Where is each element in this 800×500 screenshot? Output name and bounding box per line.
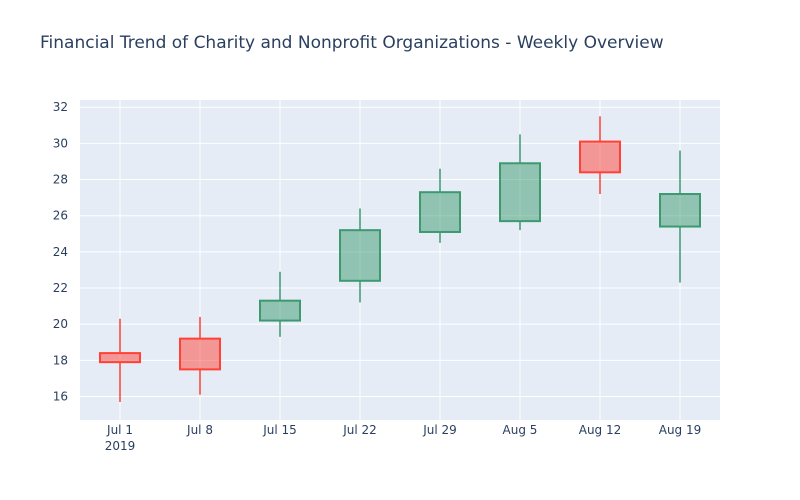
y-tick-label: 20 [53,317,68,331]
x-tick-label: Aug 19 [659,423,702,437]
plot-area [80,100,720,420]
x-tick-label: Aug 12 [579,423,622,437]
candle-decreasing [579,116,621,195]
candle-increasing [259,271,301,337]
x-year-label: 2019 [105,439,136,453]
y-tick-label: 26 [53,209,68,223]
candle-body [659,193,701,228]
candle-body [259,299,301,322]
candle-body [339,229,381,282]
candle-decreasing [99,318,141,402]
x-tick-label: Jul 29 [422,423,457,437]
y-tick-label: 22 [53,281,68,295]
y-tick-label: 28 [53,173,68,187]
y-tick-label: 18 [53,353,68,367]
x-tick-label: Aug 5 [503,423,538,437]
candle-increasing [499,134,541,231]
candle-body [579,140,621,174]
axis-layer: 16 18 20 22 24 26 28 30 32 Jul 1 Jul 8 Jul 15 Jul 22… [53,100,702,453]
candle-layer [99,116,701,402]
x-tick-label: Jul 1 [106,423,133,437]
candle-body [499,162,541,223]
candle-body [419,191,461,233]
x-tick-label: Jul 8 [186,423,213,437]
x-tick-label: Jul 15 [262,423,297,437]
candle-increasing [659,150,701,283]
candle-increasing [419,168,461,243]
y-tick-label: 24 [53,245,68,259]
x-tick-label: Jul 22 [342,423,377,437]
y-tick-label: 30 [53,136,68,150]
y-tick-label: 32 [53,100,68,114]
y-tick-label: 16 [53,389,68,403]
candle-increasing [339,208,381,303]
candle-body [99,352,141,364]
candle-decreasing [179,316,221,395]
candle-body [179,337,221,371]
chart-title: Financial Trend of Charity and Nonprofit… [40,33,664,53]
